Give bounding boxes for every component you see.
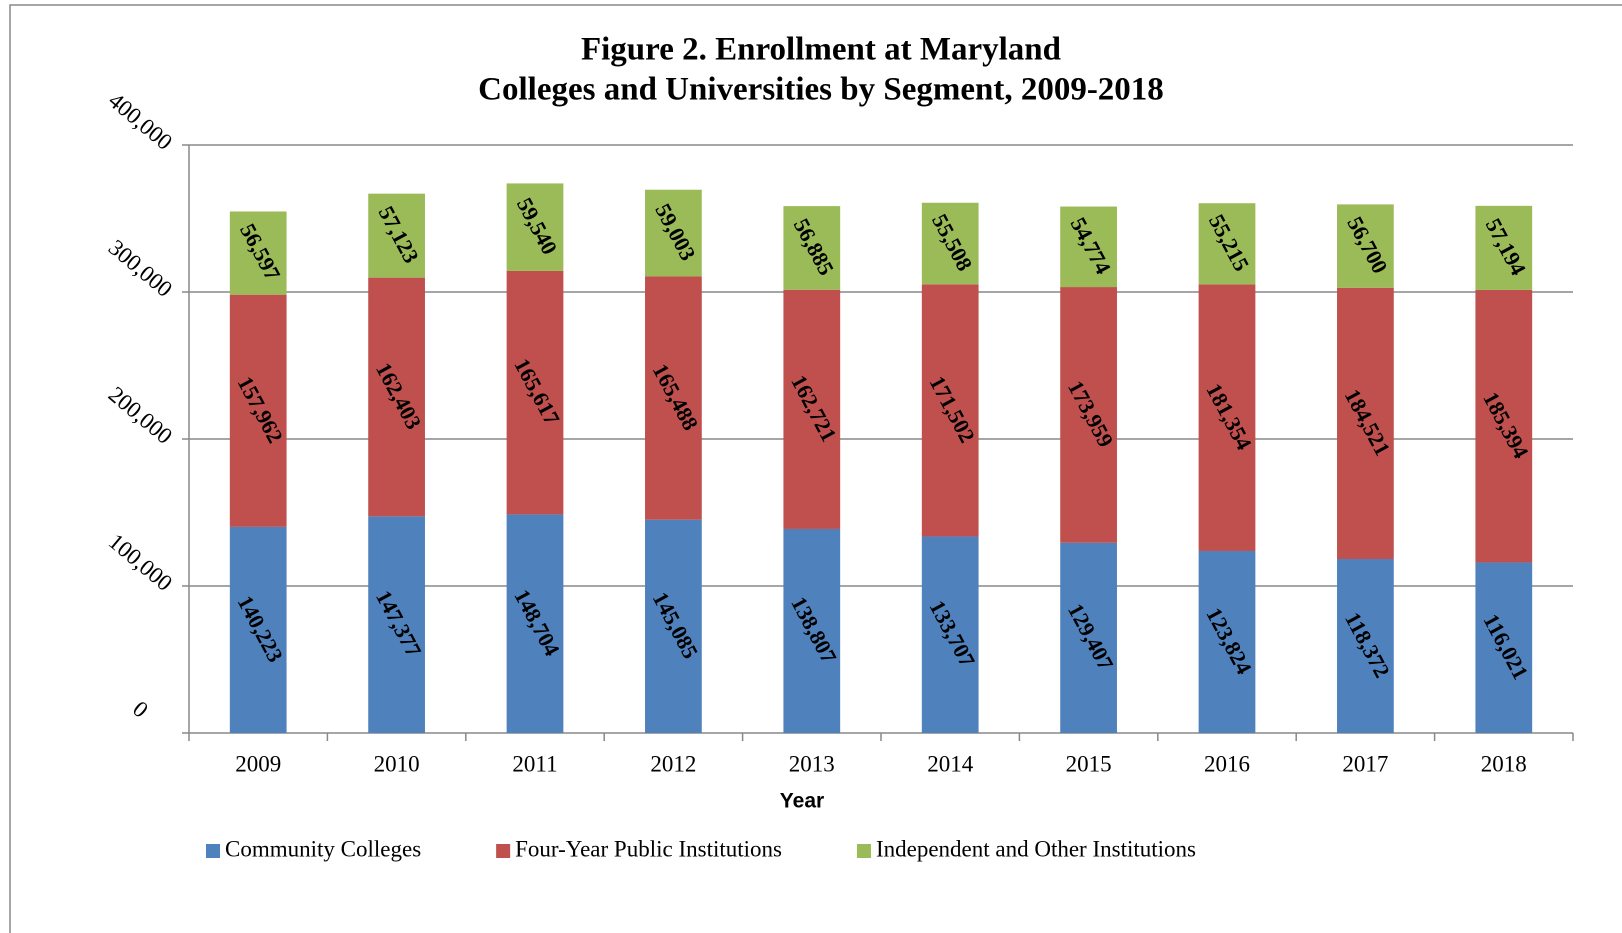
y-tick-label: 200,000 — [104, 382, 177, 449]
bar-segment — [1060, 542, 1117, 733]
y-tick-label: 0 — [128, 696, 153, 723]
bar-segment — [506, 514, 564, 733]
bar-segment — [1060, 206, 1117, 288]
bar-segment — [1198, 550, 1256, 733]
chart-frame — [9, 4, 1622, 933]
bar-segment — [921, 284, 979, 537]
bar-segment — [506, 183, 564, 271]
bar-segment — [229, 526, 287, 733]
chart-title: Colleges and Universities by Segment, 20… — [478, 72, 1164, 108]
legend-label: Independent and Other Institutions — [876, 836, 1196, 861]
legend-label: Four-Year Public Institutions — [515, 836, 782, 861]
bar-segment — [645, 519, 702, 733]
bar-segment — [506, 270, 564, 515]
bar-segment — [645, 276, 702, 520]
x-tick-label: 2018 — [1481, 751, 1527, 776]
bar-segment — [1475, 289, 1533, 563]
x-tick-label: 2014 — [927, 751, 974, 776]
legend-label: Community Colleges — [225, 836, 421, 861]
y-tick-label: 100,000 — [104, 529, 177, 596]
bar-segment — [1337, 204, 1394, 288]
x-tick-label: 2011 — [512, 751, 557, 776]
bar-segment — [368, 516, 425, 733]
x-tick-label: 2017 — [1342, 751, 1388, 776]
x-tick-label: 2010 — [374, 751, 420, 776]
bar-segment — [1475, 205, 1533, 290]
bar-segment — [921, 536, 979, 733]
legend-swatch — [206, 844, 220, 858]
x-tick-label: 2009 — [235, 751, 281, 776]
chart-title: Figure 2. Enrollment at Maryland — [581, 32, 1061, 68]
bar-segment — [1060, 287, 1117, 543]
legend-swatch — [496, 844, 511, 858]
y-tick-label: 300,000 — [104, 235, 177, 302]
bar-segment — [1337, 287, 1394, 559]
x-tick-label: 2015 — [1066, 751, 1112, 776]
x-axis-label: Year — [780, 790, 824, 813]
bar-segment — [1198, 284, 1256, 551]
x-tick-label: 2012 — [650, 751, 696, 776]
y-tick-label: 400,000 — [104, 88, 177, 155]
x-tick-label: 2016 — [1204, 751, 1250, 776]
bar-segment — [229, 211, 287, 295]
bar-segment — [645, 189, 702, 277]
bar-segment — [921, 202, 979, 285]
bar-segment — [1198, 203, 1256, 285]
bar-segment — [783, 528, 841, 733]
bar-segment — [783, 289, 841, 529]
bar-segment — [229, 294, 287, 527]
x-tick-label: 2013 — [789, 751, 835, 776]
bar-segment — [1475, 562, 1533, 733]
bar-segment — [1337, 558, 1394, 733]
bar-segment — [368, 277, 425, 517]
bar-segment — [368, 193, 425, 278]
legend-swatch — [856, 844, 871, 858]
bar-segment — [783, 206, 841, 290]
